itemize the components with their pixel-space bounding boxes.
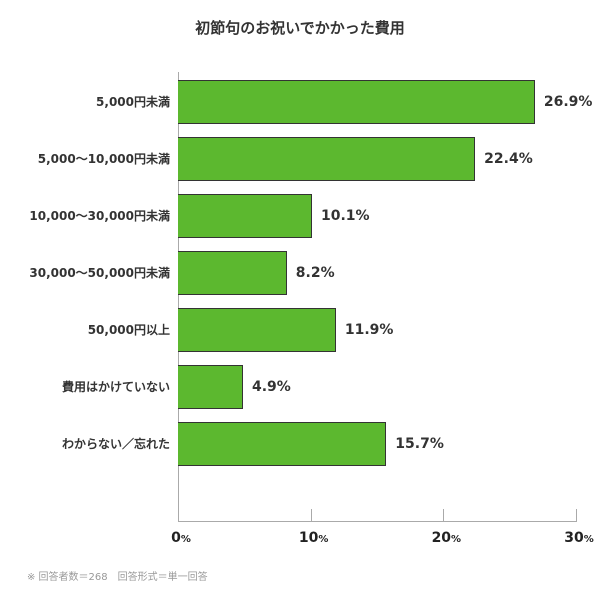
x-tick-number: 10 (298, 530, 319, 546)
x-tick-unit: % (451, 534, 462, 545)
x-tick-label: 10% (299, 530, 329, 546)
x-tick-label: 20% (432, 530, 462, 546)
value-label: 10.1% (320, 208, 370, 224)
x-tick-number: 30 (564, 530, 584, 546)
value-label: 22.4% (484, 151, 533, 167)
category-label: 費用はかけていない (61, 380, 170, 394)
x-axis-line (178, 521, 577, 522)
x-tick-unit: % (318, 534, 329, 545)
footnote: ※ 回答者数＝268 回答形式＝単一回答 (27, 572, 208, 583)
value-label: 26.9% (543, 94, 593, 110)
category-label: 5,000〜10,000円未満 (37, 152, 170, 166)
bar (178, 137, 476, 181)
value-label: 15.7% (395, 436, 444, 452)
bar (178, 194, 312, 238)
y-axis-line (178, 72, 179, 522)
x-tick-unit: % (180, 534, 191, 545)
bar (178, 422, 387, 466)
category-label: 10,000〜30,000円未満 (29, 209, 170, 223)
x-tick-label: 30% (564, 530, 594, 546)
value-label: 8.2% (295, 265, 335, 281)
bar (178, 365, 243, 409)
x-axis-tick (311, 509, 312, 521)
bar (178, 251, 287, 295)
bar (178, 80, 535, 124)
category-label: 50,000円以上 (87, 323, 170, 337)
category-label: 5,000円未満 (96, 95, 170, 109)
x-tick-number: 0 (171, 530, 181, 546)
x-axis-tick (443, 509, 444, 521)
category-label: わからない／忘れた (61, 437, 170, 451)
value-label: 4.9% (252, 379, 291, 395)
chart-title: 初節句のお祝いでかかった費用 (195, 19, 405, 37)
x-tick-label: 0% (171, 530, 191, 546)
bar (178, 308, 336, 352)
x-tick-unit: % (583, 534, 594, 545)
x-axis-tick (576, 509, 577, 521)
x-tick-number: 20 (431, 530, 452, 546)
category-label: 30,000〜50,000円未満 (29, 266, 170, 280)
value-label: 11.9% (344, 322, 394, 338)
